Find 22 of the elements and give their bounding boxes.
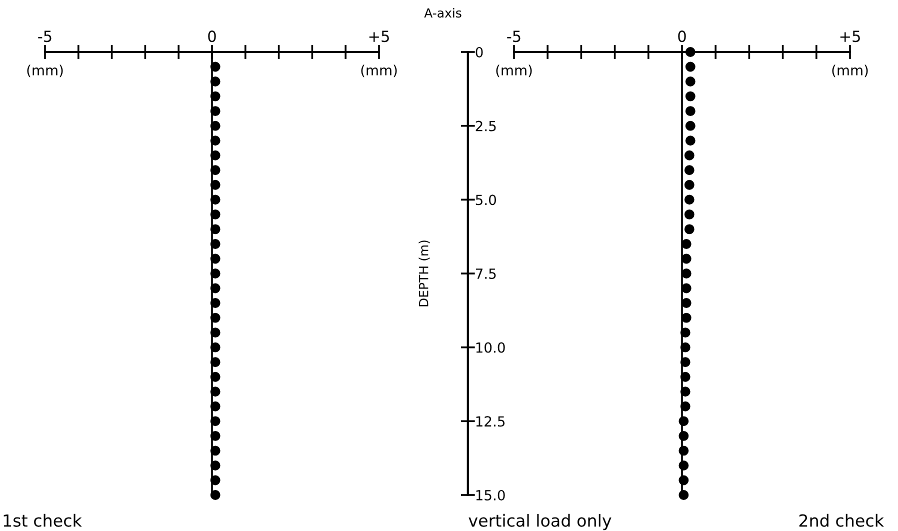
x-tick-label: -5 [38,30,52,42]
y-tick-label: 5.0 [476,194,496,206]
x-tick-label: 0 [208,30,216,42]
x-axis-title: (mm) [27,64,63,78]
y-tick-label: 12.5 [476,416,505,427]
text: vertical load only [468,514,612,530]
y-tick-label: 0 [476,46,483,58]
y-tick-label: 7.5 [476,268,496,279]
y-tick-label: 10.0 [476,342,505,353]
y-axis-title: DEPTH (m) [418,240,430,306]
x-axis-title: (mm) [496,64,532,78]
x-tick-label: -5 [507,30,520,42]
text: (mm) [832,64,868,78]
x-tick-label: +5 [840,30,860,42]
x-tick-label: 0 [678,30,686,42]
y-tick-label: 2.5 [476,120,496,132]
x-tick-label: +5 [369,30,389,42]
text: (mm) [361,64,397,78]
text: 2nd check [799,514,884,527]
y-tick-label: 15.0 [476,490,505,500]
text: 1st check [4,514,82,527]
text: A-axis [424,8,462,18]
